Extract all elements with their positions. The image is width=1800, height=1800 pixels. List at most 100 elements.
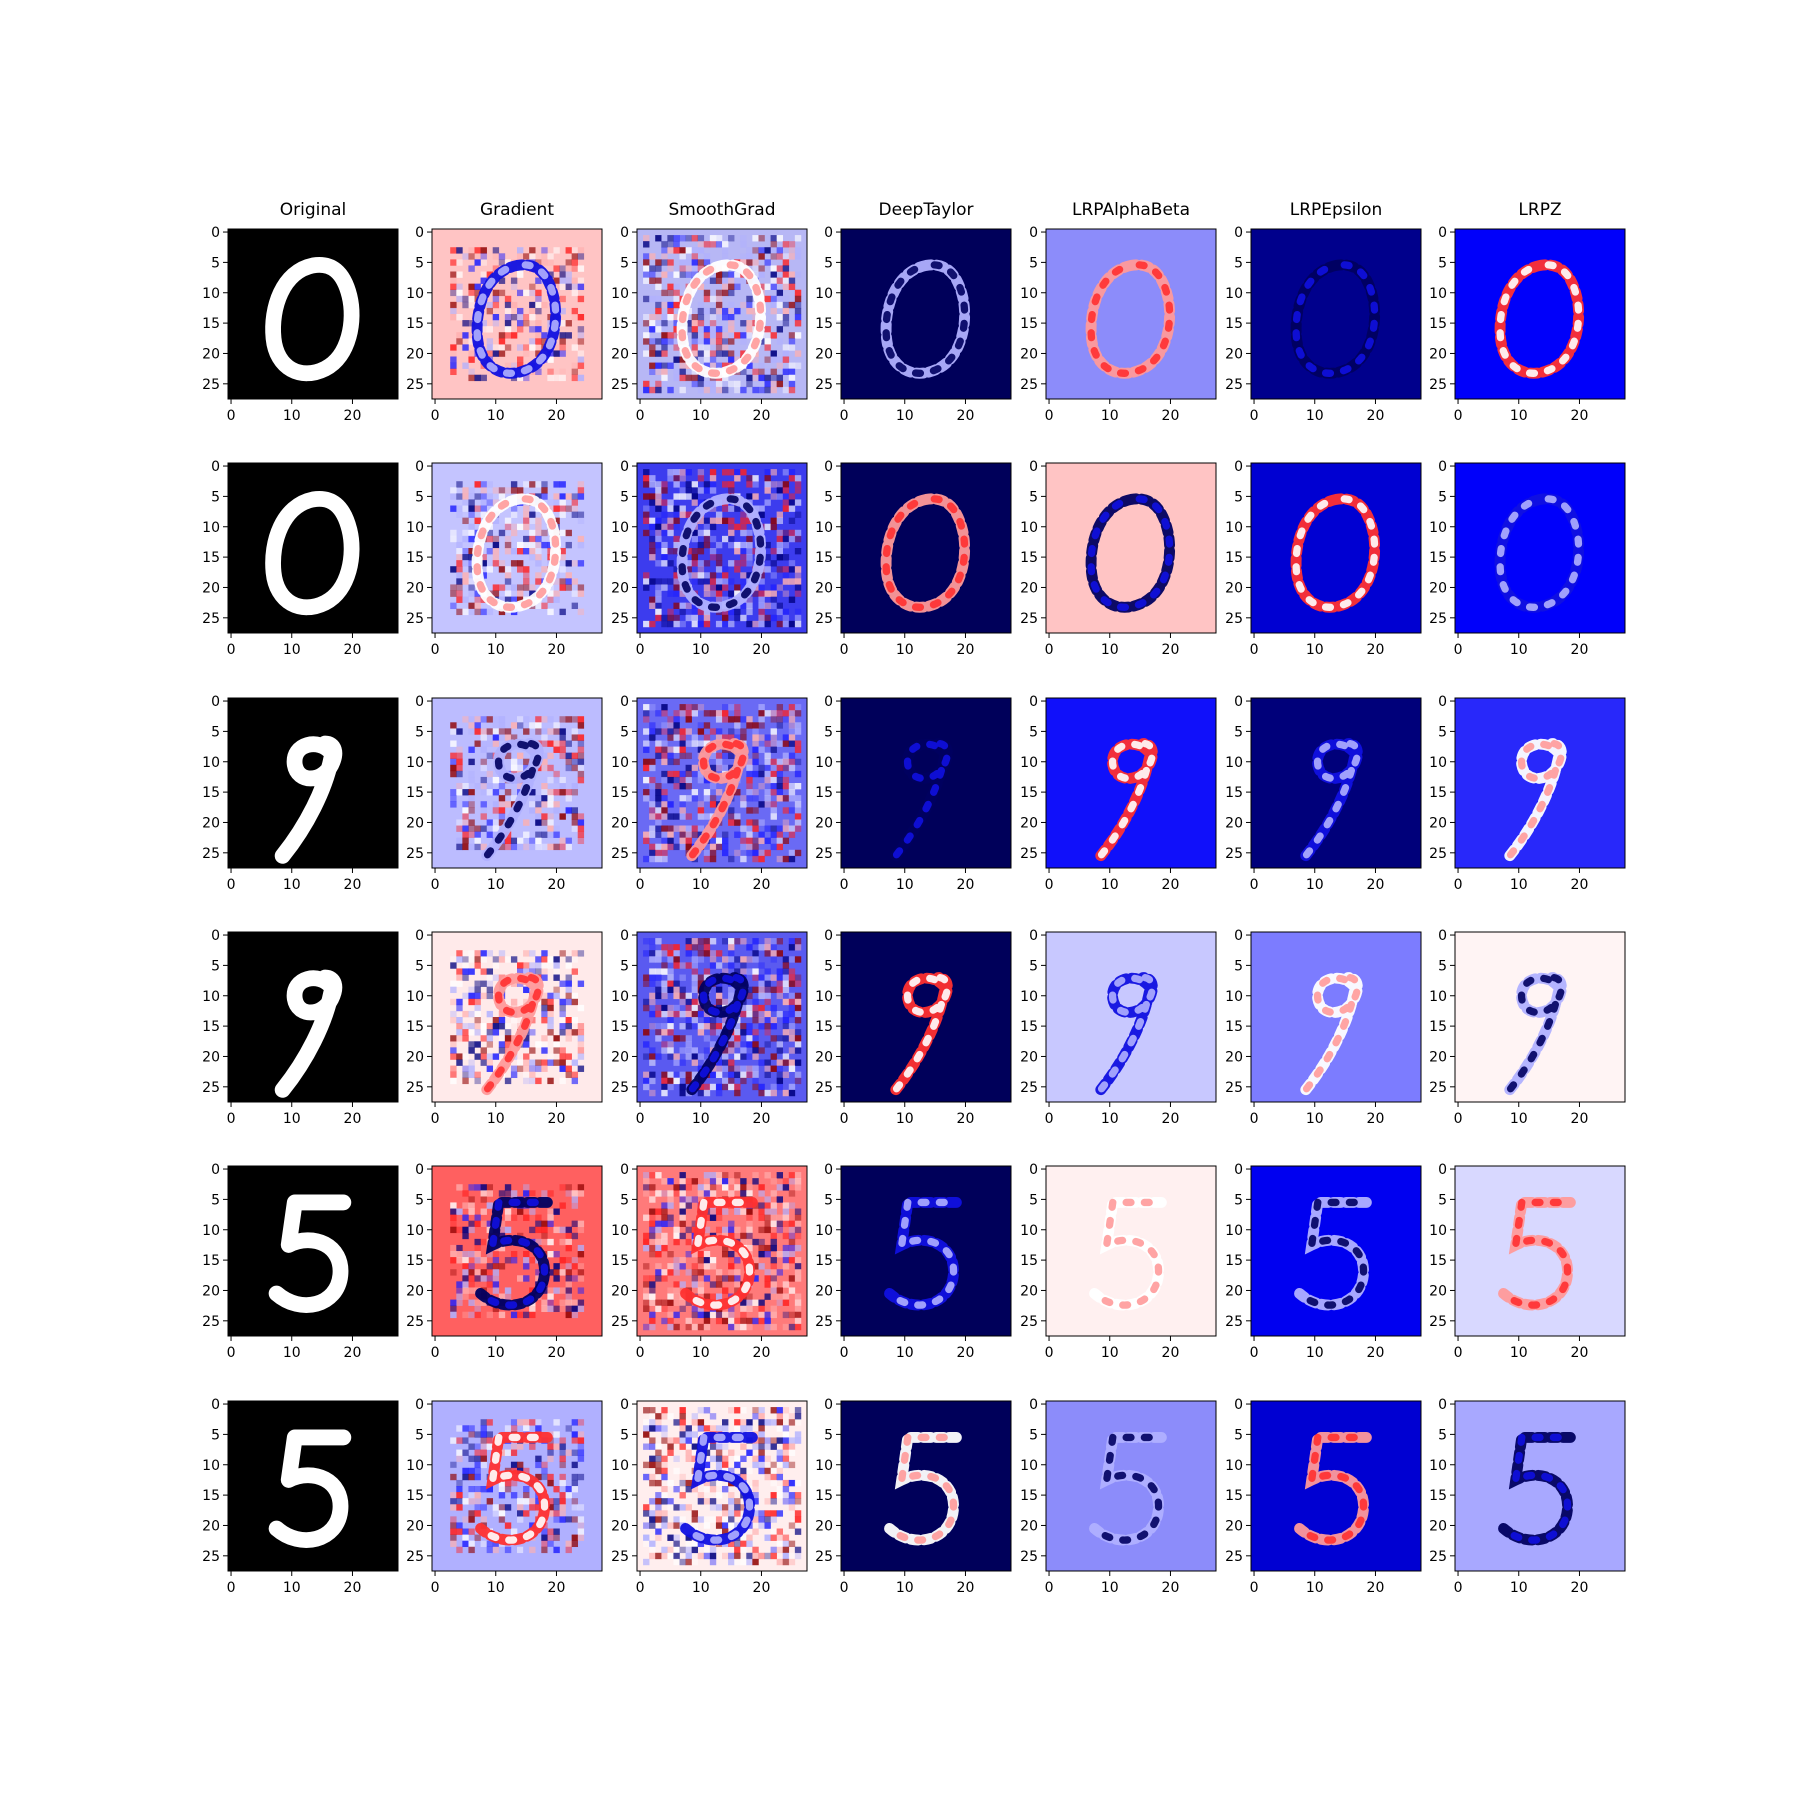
x-tick-label: 0 xyxy=(1250,408,1259,424)
axes-frame xyxy=(431,462,603,634)
y-tick-label: 0 xyxy=(211,928,220,944)
y-tick-label: 20 xyxy=(1225,815,1243,831)
y-tick-label: 0 xyxy=(1438,694,1447,710)
y-tick-label: 15 xyxy=(406,1488,424,1504)
heatmap-panel: 0 5 10 15 20 25 0 10 20 xyxy=(1020,225,1217,424)
x-tick-label: 0 xyxy=(431,408,440,424)
x-tick-label: 0 xyxy=(636,1580,645,1596)
y-tick-label: 15 xyxy=(1225,1019,1243,1035)
y-tick-label: 10 xyxy=(1225,286,1243,302)
x-tick-label: 10 xyxy=(896,1111,914,1127)
digit-stroke xyxy=(265,491,360,616)
y-tick-label: 20 xyxy=(611,1518,629,1534)
x-tick-label: 0 xyxy=(1454,1345,1463,1361)
digit-stroke xyxy=(1095,738,1158,862)
x-tick-label: 10 xyxy=(283,1345,301,1361)
axes-frame xyxy=(431,1400,603,1572)
digit-stroke xyxy=(1085,493,1176,613)
axes-frame xyxy=(1045,462,1217,634)
y-tick-label: 5 xyxy=(1029,1192,1038,1208)
y-tick-label: 10 xyxy=(406,755,424,771)
heatmap-panel: 0 5 10 15 20 25 0 10 20 xyxy=(202,1162,399,1361)
y-tick-label: 15 xyxy=(1429,785,1447,801)
y-tick-label: 10 xyxy=(406,989,424,1005)
y-tick-label: 0 xyxy=(211,694,220,710)
x-tick-label: 20 xyxy=(1162,1345,1180,1361)
heatmap-panel: 0 5 10 15 20 25 0 10 20 xyxy=(611,459,808,658)
y-tick-label: 10 xyxy=(815,989,833,1005)
y-tick-label: 0 xyxy=(415,694,424,710)
digit-stroke xyxy=(1504,738,1567,862)
x-tick-label: 10 xyxy=(283,1580,301,1596)
axes-frame xyxy=(227,931,399,1103)
digit-stroke xyxy=(686,738,749,862)
digit-stroke xyxy=(890,738,953,862)
y-tick-label: 25 xyxy=(1225,1080,1243,1096)
y-tick-label: 20 xyxy=(1020,580,1038,596)
digit-stroke xyxy=(676,493,767,613)
heatmap-panel: 0 5 10 15 20 25 0 10 20 xyxy=(1225,1397,1422,1596)
digit-stroke xyxy=(1504,972,1567,1096)
y-tick-label: 0 xyxy=(824,1162,833,1178)
y-tick-label: 5 xyxy=(824,255,833,271)
y-tick-label: 25 xyxy=(1020,1549,1038,1565)
x-tick-label: 0 xyxy=(840,408,849,424)
y-tick-label: 5 xyxy=(211,1427,220,1443)
y-tick-label: 5 xyxy=(1234,958,1243,974)
y-tick-label: 25 xyxy=(202,1314,220,1330)
axes-frame xyxy=(840,931,1012,1103)
y-tick-label: 10 xyxy=(406,1458,424,1474)
digit-stroke xyxy=(471,493,562,613)
y-tick-label: 20 xyxy=(1225,1283,1243,1299)
y-tick-label: 25 xyxy=(1429,1549,1447,1565)
y-tick-label: 5 xyxy=(1234,1192,1243,1208)
x-tick-label: 10 xyxy=(1306,642,1324,658)
y-tick-label: 0 xyxy=(1234,459,1243,475)
y-tick-label: 15 xyxy=(406,550,424,566)
y-tick-label: 10 xyxy=(815,755,833,771)
y-tick-label: 15 xyxy=(1225,1253,1243,1269)
y-tick-label: 20 xyxy=(406,815,424,831)
y-tick-label: 5 xyxy=(824,1192,833,1208)
y-tick-label: 25 xyxy=(1020,377,1038,393)
y-tick-label: 25 xyxy=(406,846,424,862)
heatmap-panel: 0 5 10 15 20 25 0 10 20 xyxy=(1020,1397,1217,1596)
x-tick-label: 10 xyxy=(1510,1345,1528,1361)
x-tick-label: 10 xyxy=(692,408,710,424)
y-tick-label: 25 xyxy=(815,1314,833,1330)
heatmap-panel: 0 5 10 15 20 25 0 10 20 xyxy=(815,694,1012,893)
y-tick-label: 0 xyxy=(1438,928,1447,944)
digit-stroke xyxy=(680,1196,758,1311)
y-tick-label: 20 xyxy=(815,1518,833,1534)
heatmap-panel: 0 5 10 15 20 25 0 10 20 xyxy=(1429,1162,1626,1361)
x-tick-label: 10 xyxy=(1510,877,1528,893)
y-tick-label: 15 xyxy=(202,1253,220,1269)
y-tick-label: 10 xyxy=(815,1458,833,1474)
x-tick-label: 10 xyxy=(1510,408,1528,424)
x-tick-label: 0 xyxy=(1045,877,1054,893)
digit-stroke xyxy=(481,738,544,862)
digit-stroke xyxy=(1494,493,1585,613)
y-tick-label: 25 xyxy=(1020,1080,1038,1096)
y-tick-label: 5 xyxy=(1438,1427,1447,1443)
heatmap-panel: 0 5 10 15 20 25 0 10 20 xyxy=(202,459,399,658)
y-tick-label: 15 xyxy=(202,1019,220,1035)
x-tick-label: 10 xyxy=(1101,408,1119,424)
panel-background xyxy=(1251,1166,1421,1336)
y-tick-label: 15 xyxy=(1429,316,1447,332)
y-tick-label: 25 xyxy=(406,377,424,393)
y-tick-label: 0 xyxy=(620,225,629,241)
y-tick-label: 15 xyxy=(815,316,833,332)
x-tick-label: 0 xyxy=(1454,877,1463,893)
digit-stroke xyxy=(884,1196,962,1311)
y-tick-label: 0 xyxy=(824,694,833,710)
y-tick-label: 0 xyxy=(620,1162,629,1178)
y-tick-label: 20 xyxy=(406,580,424,596)
x-tick-label: 20 xyxy=(548,1345,566,1361)
y-tick-label: 25 xyxy=(406,1314,424,1330)
y-tick-label: 25 xyxy=(406,1549,424,1565)
y-tick-label: 5 xyxy=(824,489,833,505)
x-tick-label: 0 xyxy=(431,642,440,658)
y-tick-label: 0 xyxy=(1438,459,1447,475)
x-tick-label: 0 xyxy=(1045,642,1054,658)
